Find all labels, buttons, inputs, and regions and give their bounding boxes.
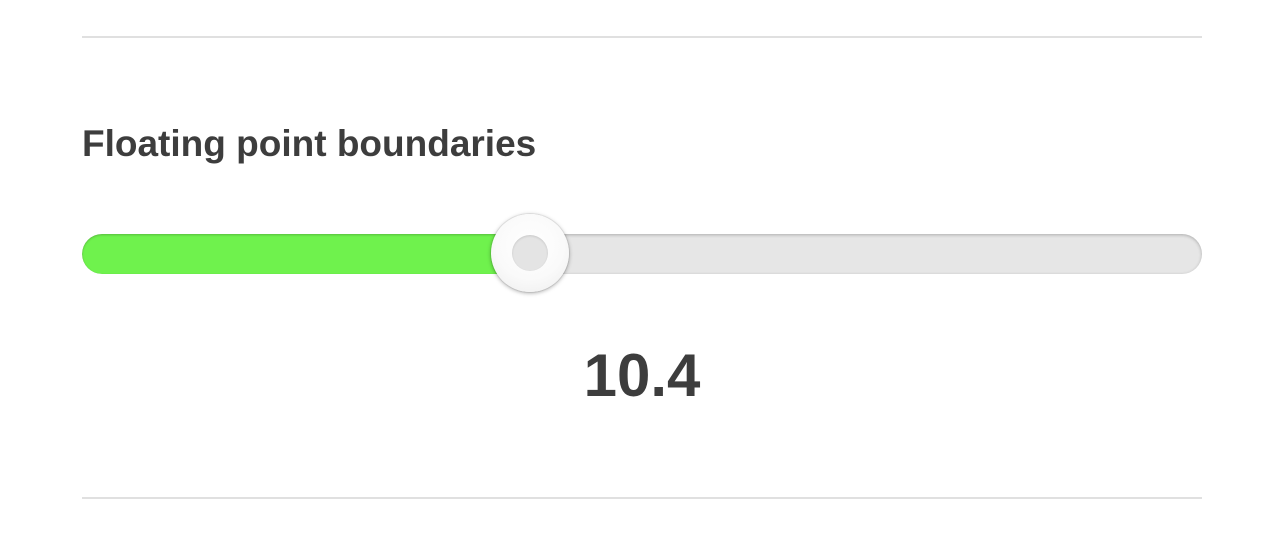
slider-track[interactable] [82, 234, 1202, 274]
slider-fill [82, 234, 530, 274]
range-slider[interactable] [82, 214, 1202, 292]
slider-thumb-grip-icon [512, 235, 548, 271]
slider-value: 10.4 [583, 342, 701, 409]
top-divider [82, 36, 1202, 38]
bottom-divider [82, 497, 1202, 499]
slider-thumb[interactable] [491, 214, 569, 292]
slider-section: Floating point boundaries 10.4 [82, 0, 1202, 548]
section-title: Floating point boundaries [82, 123, 537, 164]
